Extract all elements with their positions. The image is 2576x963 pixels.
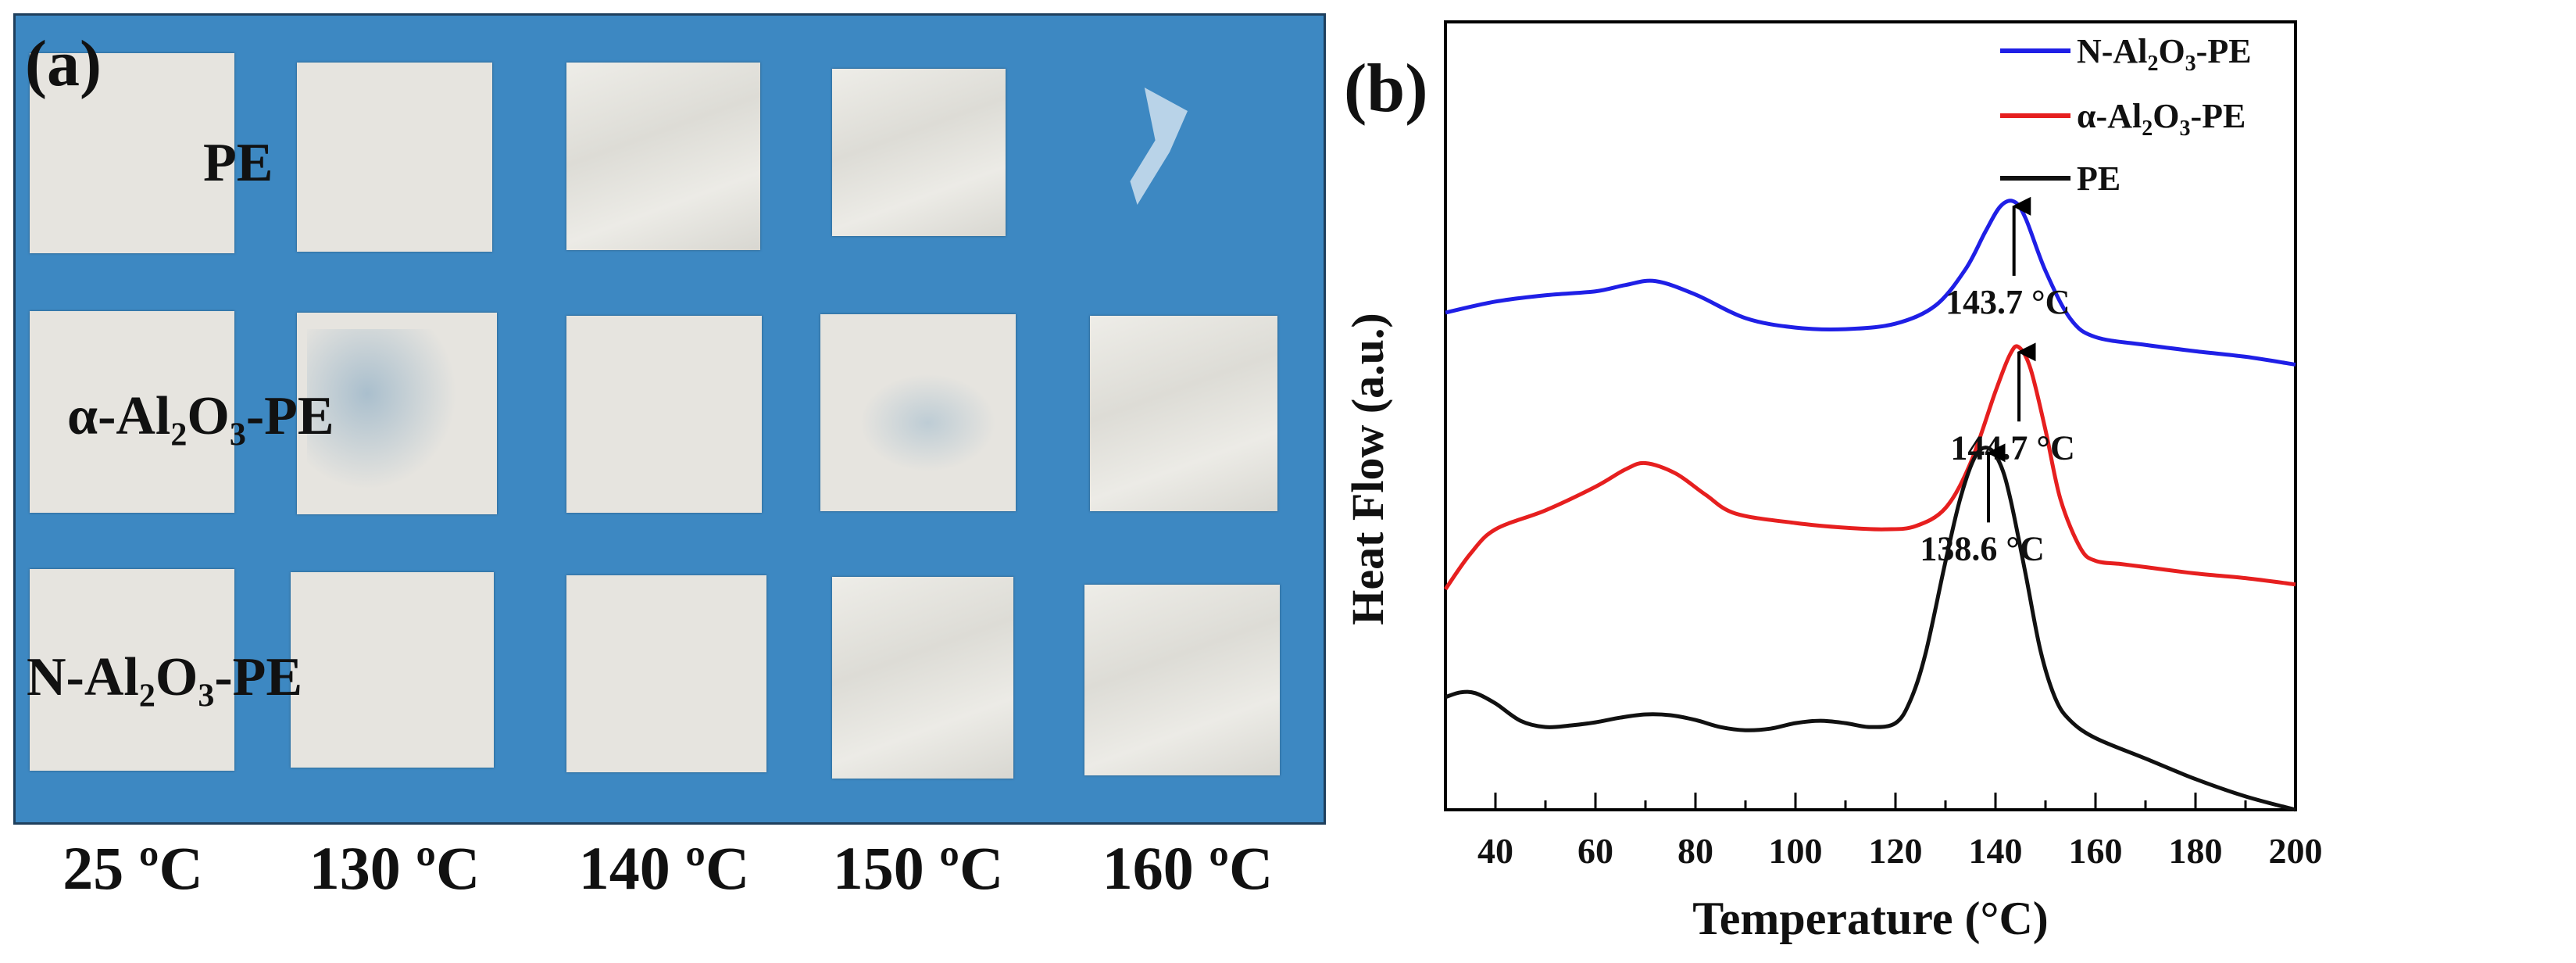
sample-pe-150c bbox=[832, 69, 1006, 236]
sample-pe-160c-melted bbox=[1130, 88, 1188, 205]
plot-frame bbox=[1444, 20, 2297, 811]
row-label-n-al2o3-pe: N-Al2O3-PE bbox=[27, 647, 303, 714]
sample-n-160c bbox=[1084, 585, 1280, 775]
panel-a-label: (a) bbox=[25, 27, 102, 100]
sample-n-150c bbox=[832, 577, 1013, 779]
x-tick-label-120: 120 bbox=[1869, 831, 1923, 871]
y-axis-label: Heat Flow (a.u.) bbox=[1342, 313, 1393, 625]
x-tick-label-180: 180 bbox=[2169, 831, 2223, 871]
x-axis-label: Temperature (°C) bbox=[1692, 893, 2049, 944]
peak-label-alpha: 144.7 °C bbox=[1950, 428, 2074, 467]
dsc-chart: (b) 40 60 80 100 120 140 160 180 200 143.7 °C 144… bbox=[1342, 20, 2323, 944]
row-label-alpha-al2o3-pe: α-Al2O3-PE bbox=[67, 386, 334, 453]
legend-label-n: N-Al2O3-PE bbox=[2077, 32, 2252, 76]
series-line-alpha bbox=[1443, 344, 2296, 591]
sample-alpha-130c bbox=[297, 313, 497, 514]
sample-alpha-25c bbox=[30, 311, 234, 513]
temp-label-130c: 130 ºC bbox=[309, 834, 481, 902]
x-tick-label-200: 200 bbox=[2269, 831, 2323, 871]
sample-n-25c bbox=[30, 569, 234, 771]
legend-label-pe: PE bbox=[2077, 159, 2120, 198]
sample-pe-25c bbox=[30, 53, 234, 253]
temp-label-150c: 150 ºC bbox=[832, 834, 1004, 902]
peak-annotations: 143.7 °C 144.7 °C 138.6 °C bbox=[1920, 196, 2075, 567]
x-axis-ticks: 40 60 80 100 120 140 160 180 200 bbox=[1477, 793, 2323, 871]
sample-alpha-150c bbox=[820, 314, 1016, 511]
x-tick-label-60: 60 bbox=[1577, 831, 1613, 871]
temp-label-140c: 140 ºC bbox=[578, 834, 750, 902]
series-line-pe bbox=[1445, 446, 2296, 812]
sample-pe-130c bbox=[297, 63, 492, 252]
legend: N-Al2O3-PE α-Al2O3-PE PE bbox=[2000, 32, 2252, 198]
x-tick-label-40: 40 bbox=[1477, 831, 1513, 871]
panel-b-label: (b) bbox=[1344, 51, 1428, 127]
x-tick-label-160: 160 bbox=[2069, 831, 2123, 871]
row-label-pe: PE bbox=[203, 133, 273, 193]
series-line-n bbox=[1445, 199, 2296, 367]
temp-label-160c: 160 ºC bbox=[1102, 834, 1274, 902]
plot-lines bbox=[1443, 199, 2296, 812]
peak-label-pe: 138.6 °C bbox=[1920, 529, 2044, 567]
sample-pe-140c bbox=[566, 63, 760, 250]
sample-alpha-160c bbox=[1090, 316, 1277, 511]
x-tick-label-100: 100 bbox=[1769, 831, 1823, 871]
x-tick-label-140: 140 bbox=[1969, 831, 2023, 871]
sample-n-130c bbox=[291, 572, 494, 768]
x-tick-label-80: 80 bbox=[1677, 831, 1713, 871]
temp-label-25c: 25 ºC bbox=[63, 834, 203, 902]
peak-label-n: 143.7 °C bbox=[1945, 283, 2070, 321]
sample-n-140c bbox=[566, 575, 766, 772]
sample-photo: (a) PE α-Al2O3-PE N-Al2O3-PE bbox=[13, 13, 1326, 825]
sample-alpha-140c bbox=[566, 316, 762, 513]
legend-label-alpha: α-Al2O3-PE bbox=[2077, 97, 2246, 141]
